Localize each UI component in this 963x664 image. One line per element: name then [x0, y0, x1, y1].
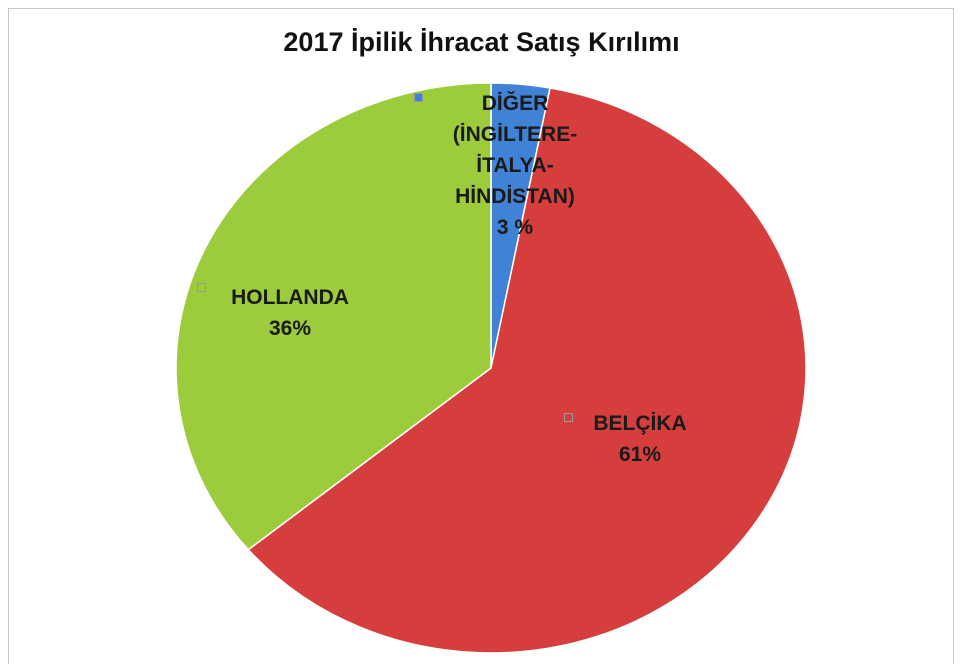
legend-key — [414, 93, 423, 102]
category-label: HOLLANDA — [231, 286, 349, 309]
legend-key — [197, 283, 206, 292]
pie-slice — [247, 87, 807, 654]
legend-key — [564, 413, 573, 422]
value-label: 36% — [268, 317, 312, 340]
data-label: DİĞER (İNGİLTERE-İTALYA-HİNDİSTAN) 3 % — [440, 88, 590, 243]
value-label: 61% — [618, 443, 662, 466]
chart-frame — [8, 8, 954, 664]
value-label: 3 % — [496, 216, 534, 239]
data-label: BELÇİKA 61% — [555, 408, 725, 470]
pie-slice — [175, 82, 492, 551]
category-label: BELÇİKA — [593, 412, 687, 435]
category-label: DİĞER (İNGİLTERE-İTALYA-HİNDİSTAN) — [452, 92, 578, 208]
data-label: HOLLANDA 36% — [200, 282, 380, 344]
chart-title: 2017 İpilik İhracat Satış Kırılımı — [283, 27, 680, 57]
